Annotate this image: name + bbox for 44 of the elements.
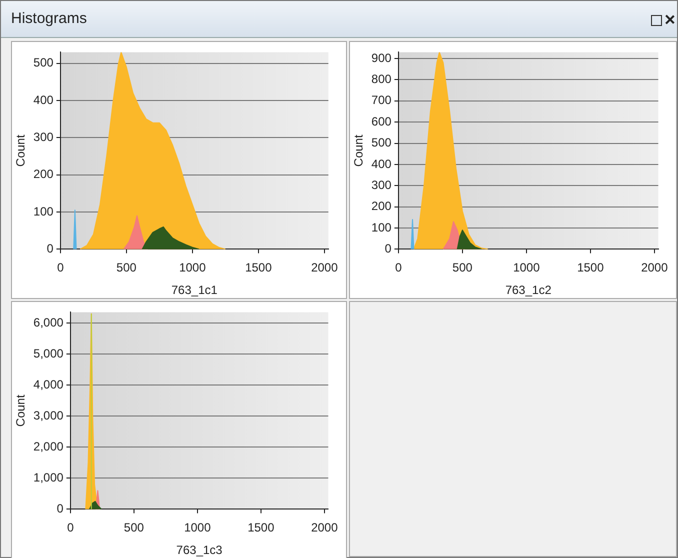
y-axis-title: Count [352,134,366,167]
x-tick-label: 500 [116,260,137,275]
y-axis-title: Count [14,134,28,167]
x-tick-label: 1500 [577,260,604,275]
y-tick-label: 400 [371,156,392,171]
x-tick-label: 1000 [513,260,540,275]
y-tick-label: 800 [371,72,392,86]
y-tick-label: 200 [33,167,54,182]
x-tick-label: 1000 [179,260,206,275]
y-tick-label: 5,000 [33,346,64,360]
y-tick-label: 3,000 [33,408,64,422]
x-axis-title: 763_1c2 [505,283,552,298]
x-tick-label: 1500 [245,260,272,275]
y-tick-label: 500 [371,136,392,150]
x-axis-title: 763_1c3 [176,543,223,558]
x-tick-label: 0 [67,520,74,535]
y-tick-label: 1,000 [33,470,64,484]
y-tick-label: 700 [371,93,392,108]
chart-title: Histograms [11,10,87,27]
x-tick-label: 0 [395,260,402,275]
x-axis-title: 763_1c1 [171,283,218,298]
y-tick-label: 0 [56,502,64,516]
y-tick-label: 6,000 [33,315,64,330]
y-tick-label: 4,000 [33,377,64,392]
x-tick-label: 2000 [311,260,338,275]
y-tick-label: 600 [371,114,392,128]
x-tick-label: 500 [124,520,144,535]
y-axis-title: Count [14,394,28,427]
x-tick-label: 2000 [311,520,338,535]
y-tick-label: 0 [384,242,392,256]
y-tick-label: 300 [33,130,54,144]
y-tick-label: 300 [371,178,392,192]
x-tick-label: 2000 [641,260,668,275]
y-tick-label: 900 [371,50,392,65]
x-tick-label: 1500 [248,520,275,535]
y-tick-label: 200 [371,199,392,214]
y-tick-label: 0 [46,242,54,256]
x-tick-label: 500 [452,260,473,275]
y-tick-label: 100 [371,220,392,234]
y-tick-label: 500 [33,56,54,70]
y-tick-label: 100 [33,204,54,218]
y-tick-label: 400 [33,92,54,107]
y-tick-label: 2,000 [33,439,64,454]
x-tick-label: 1000 [184,520,212,535]
